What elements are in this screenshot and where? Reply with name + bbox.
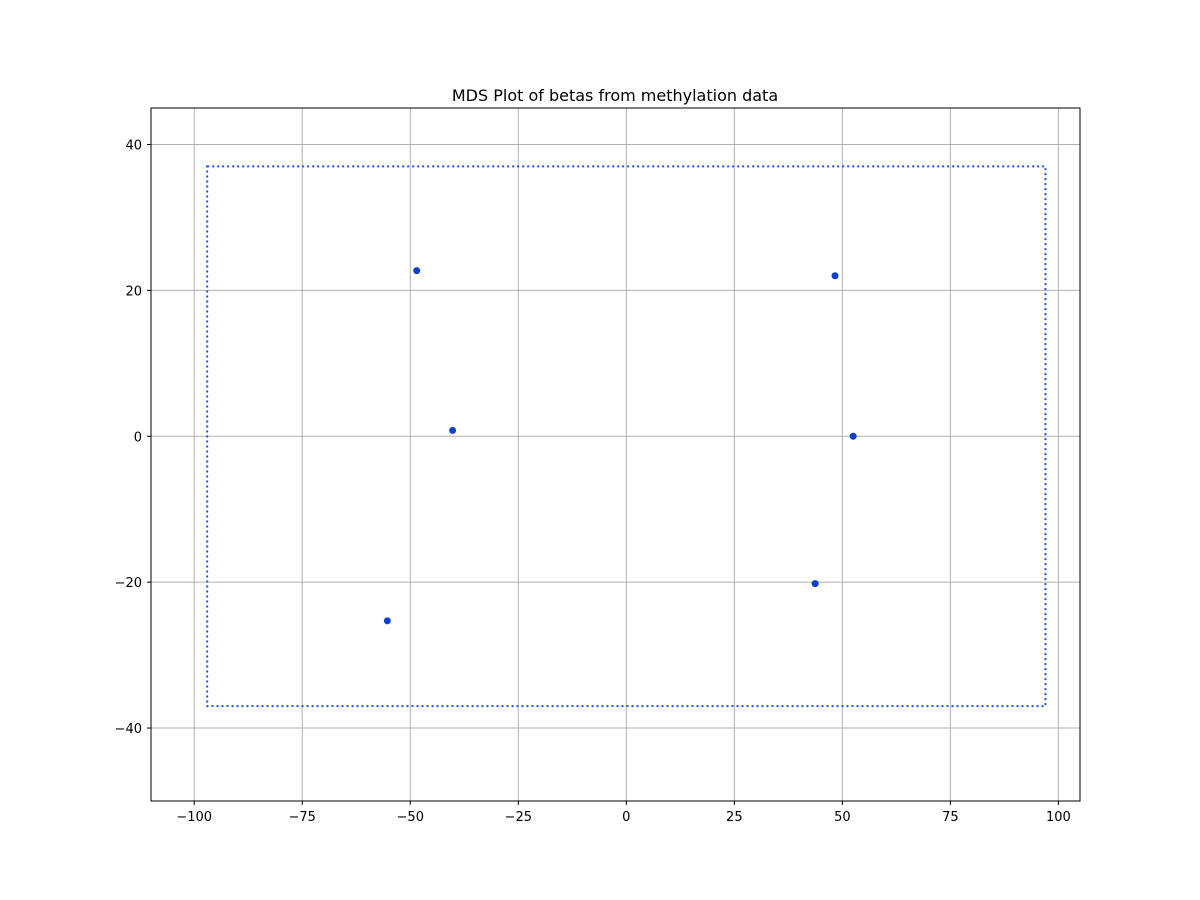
data-point	[383, 617, 391, 625]
y-tick-label: 20	[125, 284, 142, 299]
axes-frame	[150, 107, 1081, 802]
x-tick-label: −50	[397, 810, 424, 825]
x-tick-label: 100	[1046, 810, 1071, 825]
boundary-box-layer	[206, 165, 1047, 708]
x-tick-label: 25	[726, 810, 743, 825]
boundary-box	[206, 165, 1047, 708]
x-tick-label: −25	[505, 810, 532, 825]
y-axis-ticks: −40 −20 0 20 40	[115, 138, 151, 737]
y-tick-label: −20	[115, 576, 142, 591]
x-axis-ticks: −100 −75 −50 −25 0 25 50 75 100	[176, 801, 1071, 825]
x-tick-label: 75	[942, 810, 959, 825]
data-point	[849, 432, 857, 440]
data-points	[383, 267, 857, 625]
x-tick-label: 0	[622, 810, 630, 825]
data-point	[831, 272, 839, 280]
x-tick-label: −100	[176, 810, 212, 825]
y-tick-label: 0	[134, 430, 142, 445]
data-point	[811, 580, 819, 588]
x-tick-label: −75	[289, 810, 316, 825]
chart-title: MDS Plot of betas from methylation data	[452, 86, 778, 105]
y-tick-label: 40	[125, 138, 142, 153]
x-tick-label: 50	[834, 810, 851, 825]
data-point	[413, 267, 421, 275]
y-tick-label: −40	[115, 722, 142, 737]
data-point	[449, 426, 457, 434]
grid-lines	[151, 108, 1080, 801]
